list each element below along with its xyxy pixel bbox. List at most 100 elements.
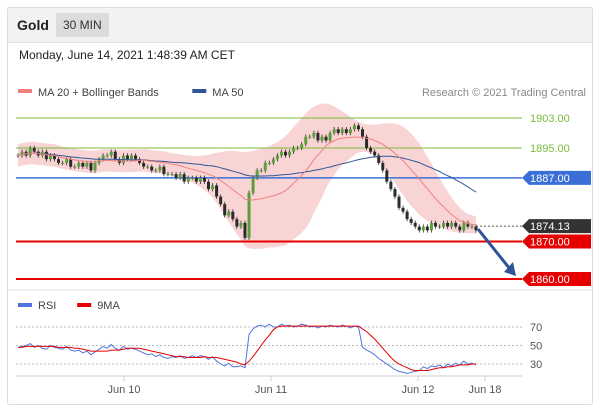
chart-widget: Gold 30 MIN Monday, June 14, 2021 1:48:3…: [7, 7, 593, 405]
candle-body: [198, 177, 202, 182]
candle-body: [223, 204, 227, 216]
candle-body: [421, 226, 425, 231]
timeframe-button[interactable]: 30 MIN: [56, 13, 109, 37]
candle-body: [44, 151, 48, 160]
candle-body: [247, 192, 251, 238]
widget-header: Gold 30 MIN: [8, 8, 592, 43]
last-price-label: 1874.13: [530, 221, 570, 233]
legend-label-0: MA 20 + Bollinger Bands: [38, 87, 159, 99]
candle-body: [292, 147, 296, 152]
candle-body: [312, 132, 316, 137]
rsi-level-label-1: 50: [530, 341, 542, 353]
candle-body: [348, 129, 352, 133]
candle-body: [385, 170, 389, 182]
candle-body: [235, 219, 239, 227]
level-label-3: 1870.00: [530, 237, 570, 249]
level-label-1: 1895.00: [530, 143, 570, 155]
candle-body: [328, 132, 332, 141]
candle-body: [470, 226, 474, 228]
candle-body: [81, 162, 85, 167]
candle-body: [219, 196, 223, 205]
candle-body: [215, 185, 219, 197]
candle-body: [61, 162, 65, 164]
candle-body: [462, 222, 466, 231]
candle-body: [352, 125, 356, 130]
candle-body: [474, 226, 478, 231]
level-badge-3: [522, 234, 591, 249]
candle-body: [284, 151, 288, 156]
candle-body: [393, 189, 397, 197]
candle-body: [442, 222, 446, 227]
candle-body: [324, 136, 328, 141]
candle-body: [259, 170, 263, 172]
candle-body: [125, 155, 129, 160]
rsi-level-label-2: 30: [530, 359, 542, 371]
rsi-legend-swatch-1: [77, 303, 92, 307]
rsi-legend-swatch-0: [18, 303, 32, 307]
candle-body: [417, 226, 421, 231]
candle-body: [52, 155, 56, 160]
candle-body: [57, 159, 61, 163]
candle-body: [255, 170, 259, 178]
candle-body: [243, 222, 247, 238]
candle-body: [320, 136, 324, 141]
candle-body: [296, 147, 300, 149]
credit-text: Research © 2021 Trading Central: [422, 87, 586, 99]
candle-body: [450, 222, 454, 227]
candle-body: [146, 166, 150, 168]
candle-body: [267, 162, 271, 164]
candle-body: [438, 226, 442, 228]
candle-body: [69, 159, 73, 167]
rsi-legend-label-0: RSI: [38, 300, 56, 312]
candle-body: [170, 174, 174, 176]
candle-body: [361, 129, 365, 137]
instrument-title: Gold: [17, 17, 49, 33]
candle-body: [377, 155, 381, 163]
candle-body: [202, 177, 206, 182]
level-badge-4: [522, 272, 591, 286]
legend-swatch-1: [192, 89, 207, 93]
candle-body: [65, 159, 69, 163]
candle-body: [373, 151, 377, 156]
legend-swatch-0: [18, 89, 32, 93]
candle-body: [48, 155, 52, 160]
candle-body: [466, 222, 470, 227]
candle-body: [150, 166, 154, 171]
candle-body: [413, 222, 417, 227]
candle-body: [134, 155, 138, 160]
candle-body: [433, 222, 437, 227]
candle-body: [332, 129, 336, 133]
candle-body: [454, 222, 458, 227]
candle-body: [389, 181, 393, 190]
candle-body: [16, 155, 20, 157]
candle-body: [211, 185, 215, 190]
candle-body: [381, 162, 385, 171]
candle-body: [279, 151, 283, 156]
candle-body: [429, 222, 433, 231]
candle-body: [154, 170, 158, 172]
candle-body: [206, 181, 210, 190]
candle-body: [263, 162, 267, 171]
candle-body: [401, 207, 405, 212]
candle-body: [162, 166, 166, 175]
candle-body: [174, 174, 178, 178]
rsi-line: [17, 323, 477, 374]
candle-body: [336, 129, 340, 133]
candle-body: [129, 155, 133, 160]
candle-body: [105, 155, 109, 157]
level-label-2: 1887.00: [530, 173, 570, 185]
candle-body: [316, 132, 320, 141]
x-tick-label-2: Jun 12: [401, 384, 434, 396]
timestamp: Monday, June 14, 2021 1:48:39 AM CET: [19, 48, 235, 62]
candle-body: [93, 162, 97, 171]
candle-body: [20, 151, 24, 156]
candle-body: [340, 129, 344, 133]
candle-body: [113, 151, 117, 160]
candle-body: [300, 144, 304, 148]
candle-body: [275, 155, 279, 160]
candle-body: [409, 219, 413, 223]
candle-body: [458, 226, 462, 231]
candle-body: [304, 136, 308, 145]
candle-body: [142, 162, 146, 167]
